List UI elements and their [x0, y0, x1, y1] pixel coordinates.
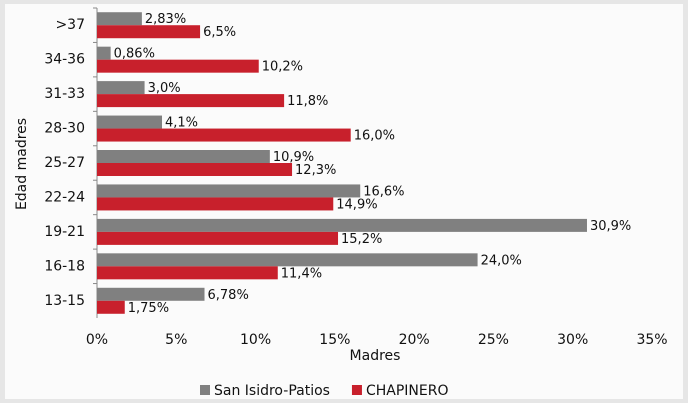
value-label: 6,78% — [208, 288, 249, 303]
y-tick-label: 16-18 — [44, 258, 85, 274]
legend-swatch — [351, 385, 362, 395]
value-label: 3,0% — [148, 81, 181, 96]
y-tick-label: 19-21 — [44, 224, 85, 240]
value-label: 6,5% — [203, 25, 236, 40]
x-tick-label: 5% — [165, 332, 187, 348]
bar — [97, 266, 278, 280]
legend-label: San Isidro-Patios — [214, 383, 330, 399]
value-label: 10,9% — [273, 150, 314, 165]
value-label: 0,86% — [114, 47, 155, 62]
bar — [97, 12, 142, 26]
value-label: 16,6% — [363, 184, 404, 199]
bar — [97, 231, 339, 245]
bar — [97, 300, 125, 314]
bar — [97, 25, 201, 39]
bar — [97, 218, 587, 232]
bar — [97, 163, 293, 176]
bar — [97, 46, 111, 60]
x-tick-label: 0% — [86, 332, 108, 348]
legend-swatch — [200, 385, 210, 395]
value-label: 12,3% — [295, 163, 336, 178]
bar — [97, 197, 334, 211]
legend-label: CHAPINERO — [366, 383, 449, 399]
y-tick-label: 13-15 — [44, 293, 85, 309]
y-tick-label: >37 — [55, 17, 85, 33]
y-tick-label: 31-33 — [44, 86, 85, 102]
bar — [97, 94, 285, 108]
x-tick-label: 10% — [240, 332, 271, 348]
bar — [97, 287, 205, 301]
bar — [97, 184, 361, 198]
bar — [97, 150, 270, 163]
x-tick-label: 20% — [399, 332, 430, 348]
bar — [97, 59, 259, 73]
x-tick-label: 15% — [319, 332, 350, 348]
value-label: 14,9% — [336, 197, 377, 212]
y-tick-label: 25-27 — [44, 155, 85, 171]
value-label: 11,4% — [281, 266, 322, 281]
value-label: 1,75% — [128, 301, 169, 316]
bar — [97, 115, 163, 129]
y-tick-label: 28-30 — [44, 121, 85, 137]
y-tick-label: 34-36 — [44, 52, 85, 68]
value-label: 24,0% — [481, 253, 522, 268]
value-label: 2,83% — [145, 12, 186, 27]
x-tick-label: 25% — [478, 332, 509, 348]
value-label: 11,8% — [287, 94, 328, 109]
x-axis-label: Madres — [350, 348, 401, 364]
value-label: 16,0% — [354, 129, 395, 144]
y-tick-label: 22-24 — [44, 189, 85, 205]
bar — [97, 253, 478, 267]
x-tick-label: 30% — [557, 332, 588, 348]
y-axis-label: Edad madres — [14, 118, 30, 210]
value-label: 4,1% — [165, 116, 198, 131]
value-label: 30,9% — [590, 219, 631, 234]
bar — [97, 81, 145, 95]
bar — [97, 128, 351, 142]
value-label: 15,2% — [341, 232, 382, 247]
x-tick-label: 35% — [636, 332, 667, 348]
value-label: 10,2% — [262, 60, 303, 75]
